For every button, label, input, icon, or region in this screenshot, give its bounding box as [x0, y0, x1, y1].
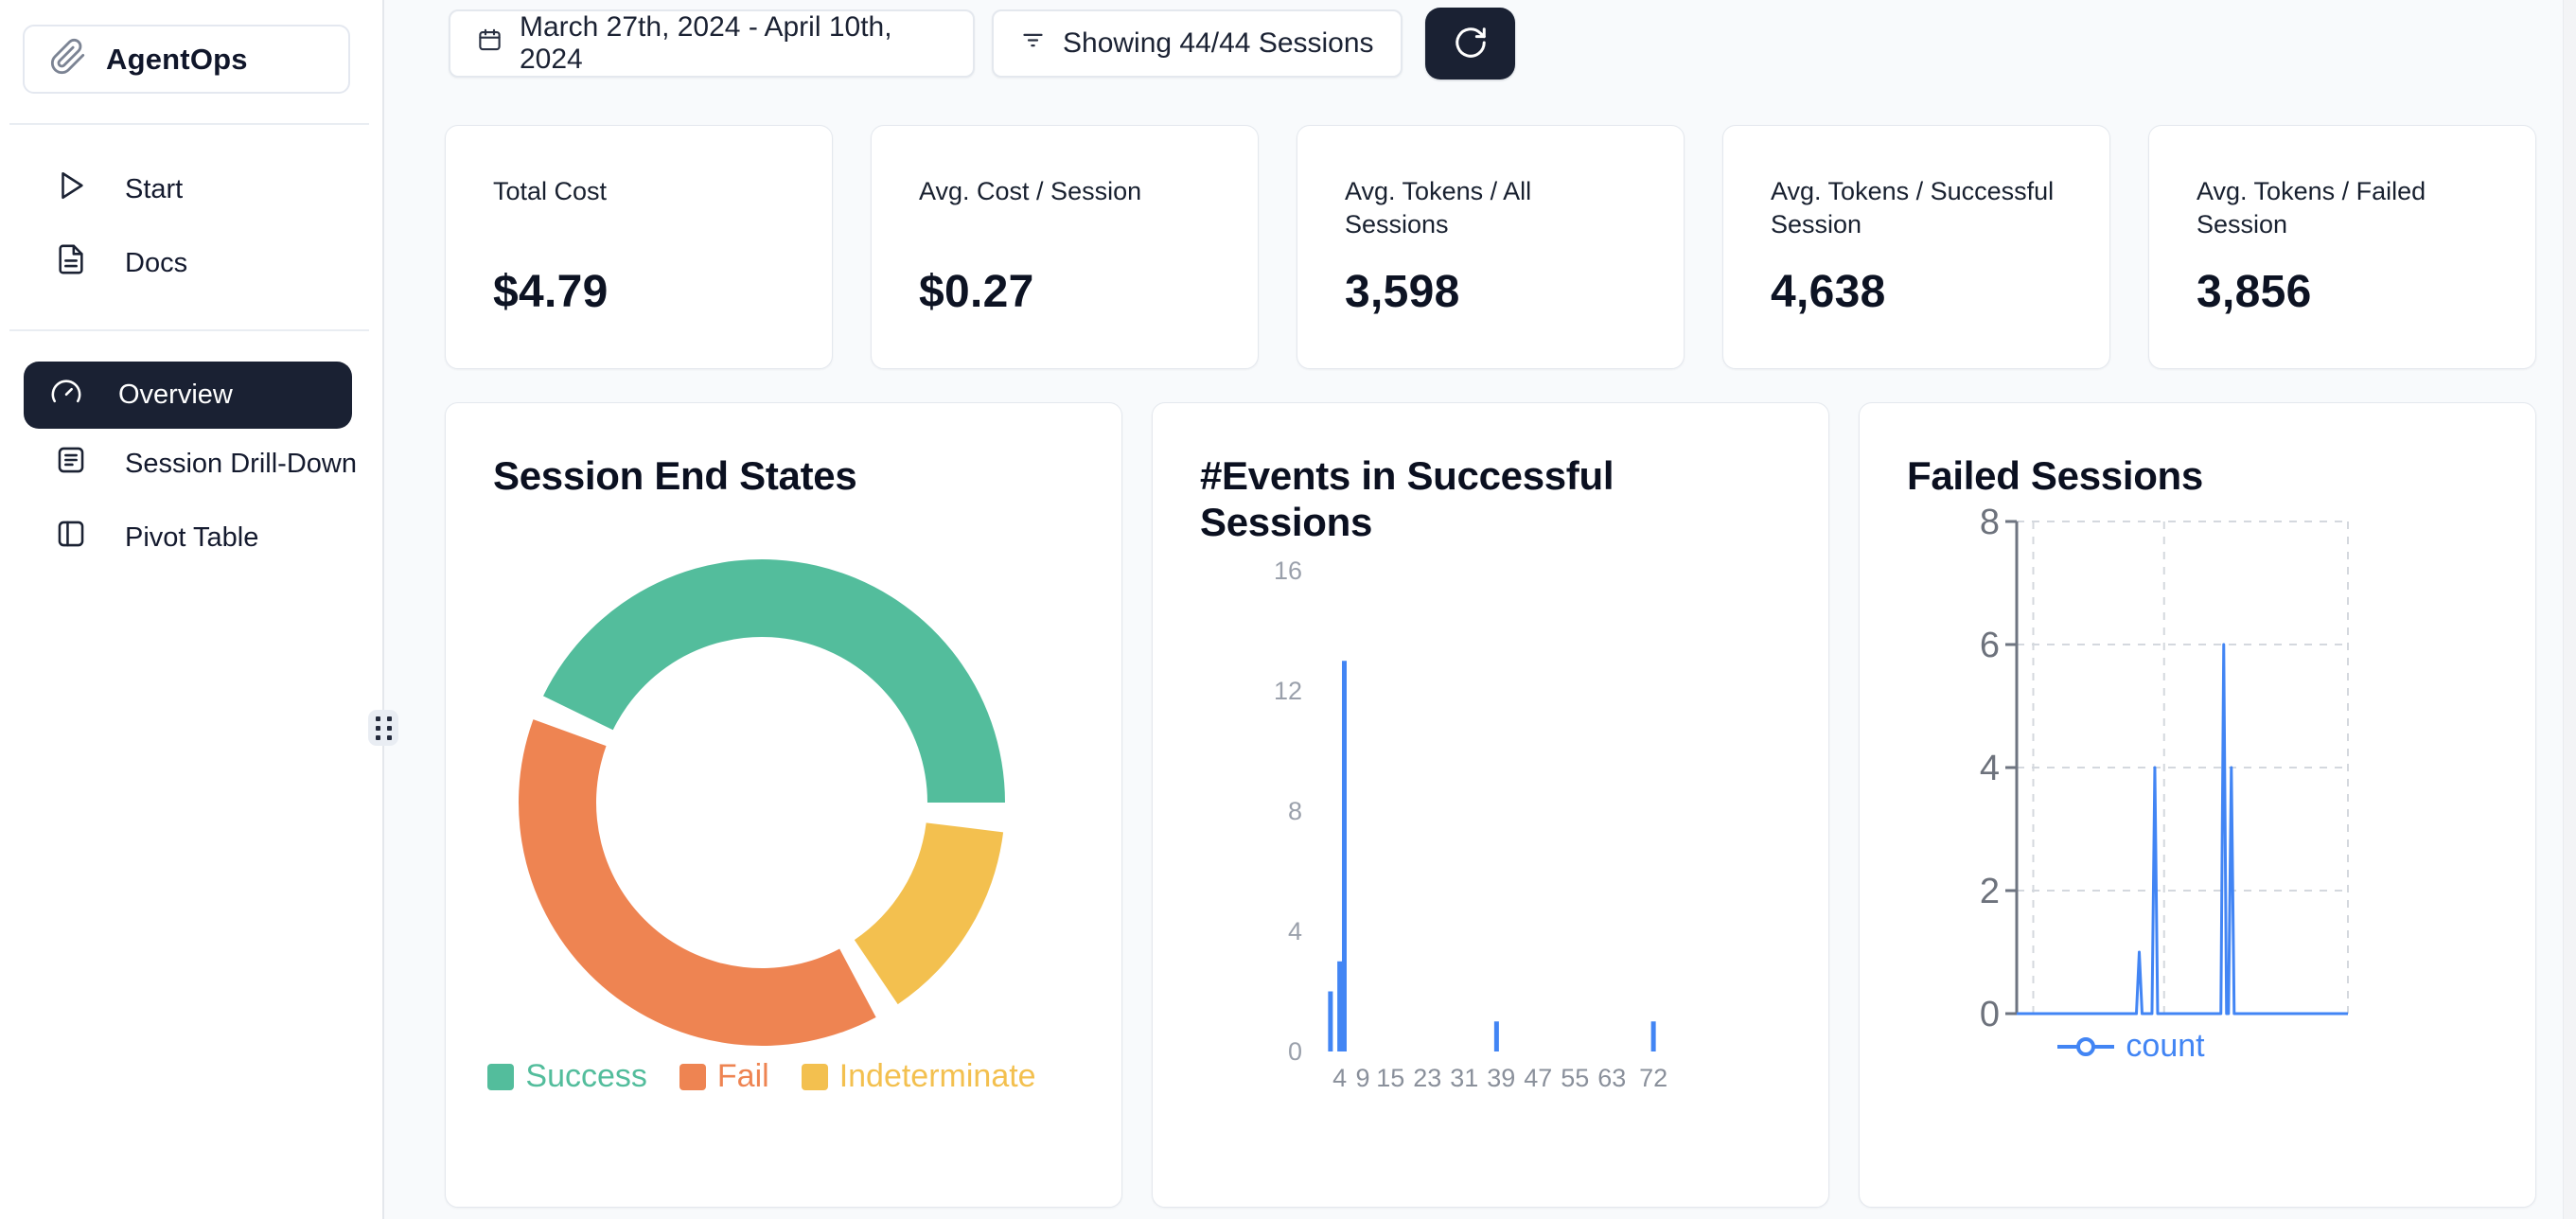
legend-swatch: [801, 1063, 828, 1090]
legend-item-fail[interactable]: Fail: [679, 1058, 769, 1095]
sidebar-item-label: Start: [125, 173, 184, 204]
svg-text:0: 0: [1980, 995, 2000, 1034]
sidebar-divider: [9, 123, 369, 125]
svg-text:8: 8: [1980, 503, 2000, 542]
date-range-button[interactable]: March 27th, 2024 - April 10th, 2024: [449, 9, 975, 78]
charts-row: Session End States Success Fail Indetermin…: [445, 402, 2536, 1208]
svg-text:47: 47: [1524, 1064, 1552, 1092]
session-end-states-card: Session End States Success Fail Indetermin…: [445, 402, 1122, 1208]
sidebar-item-label: Session Drill-Down: [125, 448, 357, 479]
gauge-icon: [50, 376, 82, 415]
sidebar-item-label: Docs: [125, 247, 188, 278]
svg-text:8: 8: [1288, 797, 1302, 825]
play-icon: [55, 169, 87, 209]
calendar-icon: [477, 27, 503, 61]
svg-text:2: 2: [1980, 872, 2000, 911]
donut-legend: Success Fail Indeterminate: [446, 1058, 1078, 1095]
paperclip-icon: [49, 38, 87, 80]
svg-text:9: 9: [1355, 1064, 1369, 1092]
svg-text:0: 0: [1288, 1037, 1302, 1066]
list-box-icon: [55, 444, 87, 484]
svg-text:16: 16: [1274, 556, 1302, 585]
svg-text:39: 39: [1487, 1064, 1515, 1092]
stat-card-avg-cost-session: Avg. Cost / Session $0.27: [871, 125, 1259, 369]
stat-label: Avg. Tokens / All Sessions: [1345, 177, 1532, 238]
stat-card-avg-tokens-successful: Avg. Tokens / Successful Session 4,638: [1722, 125, 2110, 369]
main-content: March 27th, 2024 - April 10th, 2024 Show…: [384, 0, 2576, 1219]
app-logo[interactable]: AgentOps: [23, 25, 350, 94]
sidebar-item-label: Overview: [118, 380, 233, 410]
svg-text:63: 63: [1597, 1064, 1626, 1092]
sidebar-item-start[interactable]: Start: [0, 159, 384, 220]
legend-label: Success: [525, 1058, 647, 1094]
topbar: March 27th, 2024 - April 10th, 2024 Show…: [449, 8, 1515, 80]
sessions-filter-label: Showing 44/44 Sessions: [1063, 27, 1374, 59]
stat-value: 3,856: [2197, 267, 2312, 317]
legend-swatch: [487, 1063, 515, 1090]
stat-label: Total Cost: [493, 177, 608, 205]
svg-text:6: 6: [1980, 626, 2000, 665]
stat-card-total-cost: Total Cost $4.79: [445, 125, 833, 369]
line-legend-marker-icon: [2057, 1036, 2115, 1056]
sidebar-resize-handle[interactable]: [368, 710, 398, 746]
sidebar-item-overview[interactable]: Overview: [24, 362, 352, 429]
stat-card-avg-tokens-all: Avg. Tokens / All Sessions 3,598: [1297, 125, 1685, 369]
refresh-button[interactable]: [1425, 8, 1515, 80]
sidebar: AgentOps Start Docs Overview: [0, 0, 384, 1219]
stat-card-avg-tokens-failed: Avg. Tokens / Failed Session 3,856: [2148, 125, 2536, 369]
stat-value: 3,598: [1345, 267, 1460, 317]
sidebar-item-label: Pivot Table: [125, 521, 259, 553]
svg-text:4: 4: [1288, 917, 1302, 945]
sidebar-item-docs[interactable]: Docs: [0, 233, 384, 293]
svg-text:4: 4: [1980, 749, 2000, 788]
stats-row: Total Cost $4.79 Avg. Cost / Session $0.…: [445, 125, 2536, 369]
sidebar-item-pivot-table[interactable]: Pivot Table: [0, 507, 384, 568]
events-histogram-card: #Events in Successful Sessions 0 4 8 12 16 4 9…: [1152, 402, 1829, 1208]
svg-text:23: 23: [1413, 1064, 1441, 1092]
chart-title: #Events in Successful Sessions: [1200, 453, 1614, 544]
legend-item-indeterminate[interactable]: Indeterminate: [801, 1058, 1036, 1095]
stat-value: $4.79: [493, 267, 609, 317]
app-name: AgentOps: [106, 42, 248, 76]
session-end-states-donut-chart: [519, 559, 1005, 1046]
svg-text:15: 15: [1376, 1064, 1404, 1092]
panel-left-icon: [55, 518, 87, 557]
svg-text:55: 55: [1561, 1064, 1589, 1092]
legend-item-success[interactable]: Success: [487, 1058, 647, 1095]
sidebar-divider: [9, 329, 369, 331]
stat-label: Avg. Tokens / Failed Session: [2197, 177, 2426, 238]
refresh-icon: [1453, 25, 1489, 63]
svg-text:4: 4: [1332, 1064, 1347, 1092]
failed-sessions-line-chart: 0 2 4 6 8: [1980, 503, 2349, 1034]
date-range-label: March 27th, 2024 - April 10th, 2024: [520, 11, 892, 75]
stat-label: Avg. Tokens / Successful Session: [1771, 177, 2055, 238]
legend-swatch: [679, 1063, 706, 1090]
document-icon: [55, 243, 87, 283]
chart-title: Failed Sessions: [1907, 453, 2203, 498]
chart-title: Session End States: [493, 453, 857, 498]
stat-value: 4,638: [1771, 267, 1886, 317]
legend-label: count: [2126, 1028, 2205, 1064]
count-legend-item[interactable]: count: [1860, 1028, 2401, 1065]
sidebar-item-session-drilldown[interactable]: Session Drill-Down: [0, 433, 384, 494]
svg-text:72: 72: [1639, 1064, 1667, 1092]
svg-text:12: 12: [1274, 677, 1302, 705]
filter-lines-icon: [1020, 27, 1046, 61]
stat-value: $0.27: [919, 267, 1034, 317]
legend-label: Fail: [716, 1058, 769, 1094]
scrollbar-track[interactable]: [2563, 0, 2576, 1219]
svg-text:31: 31: [1450, 1064, 1478, 1092]
sessions-filter-button[interactable]: Showing 44/44 Sessions: [992, 9, 1403, 78]
stat-label: Avg. Cost / Session: [919, 177, 1142, 205]
legend-label: Indeterminate: [838, 1058, 1036, 1094]
failed-sessions-card: Failed Sessions 0 2 4 6 8 count: [1859, 402, 2536, 1208]
